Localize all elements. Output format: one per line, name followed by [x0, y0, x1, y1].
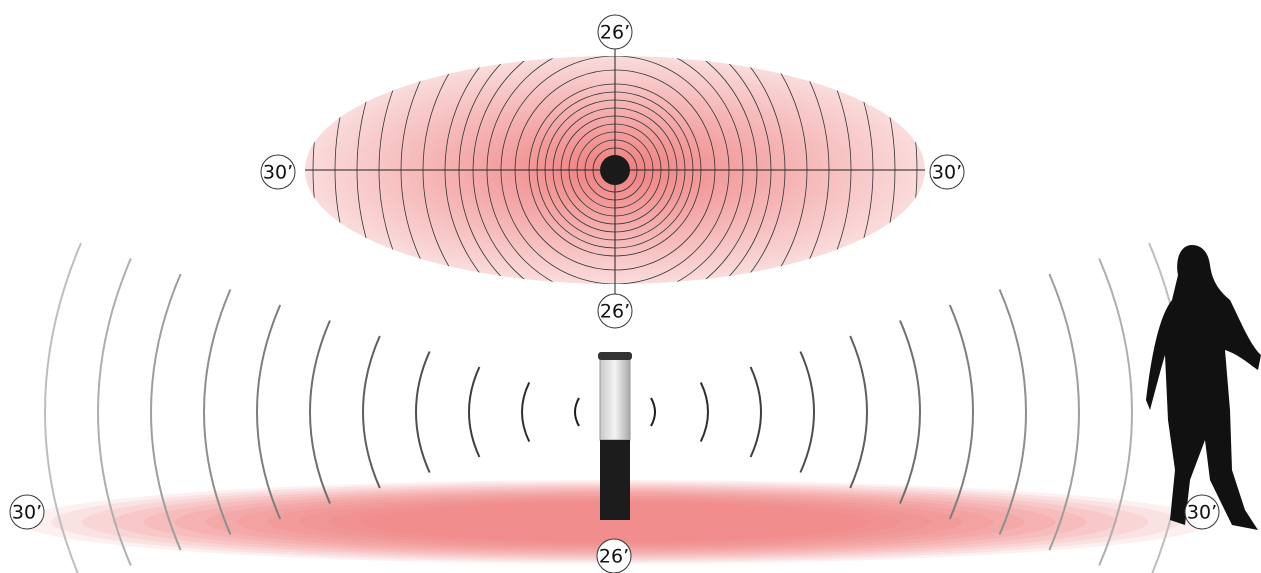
label-badge — [929, 154, 965, 190]
ground-coverage — [50, 482, 1180, 562]
label-badge — [9, 494, 45, 530]
wave — [97, 258, 132, 566]
label-badge — [596, 538, 632, 573]
distance-label: 30’ — [263, 162, 293, 184]
distance-label: 26’ — [600, 22, 630, 44]
top-view — [305, 40, 925, 300]
label-badge — [597, 293, 633, 329]
wave — [749, 366, 762, 458]
bollard-cap — [598, 352, 632, 360]
wave — [699, 382, 709, 442]
ground-coverage — [267, 496, 963, 548]
ground-coverage — [236, 494, 994, 550]
ground-coverage — [205, 492, 1025, 552]
distance-label: 30’ — [12, 502, 42, 524]
ground-coverage — [20, 480, 1210, 564]
bollard — [598, 352, 632, 520]
wave — [650, 397, 656, 427]
distance-label: 26’ — [600, 301, 630, 323]
wave — [1048, 273, 1080, 551]
bollard-light — [599, 357, 631, 441]
wave — [415, 351, 431, 473]
ground-coverage — [143, 488, 1087, 556]
ground-coverage — [298, 498, 932, 546]
wave — [521, 382, 531, 442]
wave — [574, 397, 580, 427]
labels: 26’ 26’ 30’ 30’ 30’ 30’ 26’ — [9, 14, 1220, 573]
wave — [256, 304, 282, 520]
wave — [899, 320, 921, 504]
wave — [799, 351, 815, 473]
wave — [203, 289, 232, 535]
wave — [44, 242, 82, 573]
wave — [468, 366, 481, 458]
bollard-body — [600, 440, 630, 520]
label-badge — [260, 154, 296, 190]
person-silhouette — [1146, 245, 1261, 530]
wave — [150, 273, 182, 551]
label-badge — [597, 14, 633, 50]
distance-label: 30’ — [932, 162, 962, 184]
ground-coverage — [329, 500, 901, 544]
side-view — [20, 480, 1210, 564]
ground-coverage — [174, 490, 1056, 554]
sensor-dot — [600, 155, 630, 185]
wave — [998, 289, 1027, 535]
wave — [362, 335, 381, 489]
wave — [309, 320, 331, 504]
wave — [948, 304, 974, 520]
wave — [1098, 258, 1133, 566]
label-badge — [1184, 494, 1220, 530]
ground-coverage — [81, 484, 1149, 560]
wave — [849, 335, 868, 489]
signal-waves — [44, 242, 1186, 573]
ground-coverage — [360, 502, 870, 542]
distance-label: 30’ — [1187, 502, 1217, 524]
distance-label: 26’ — [599, 546, 629, 568]
ground-coverage — [112, 486, 1118, 558]
